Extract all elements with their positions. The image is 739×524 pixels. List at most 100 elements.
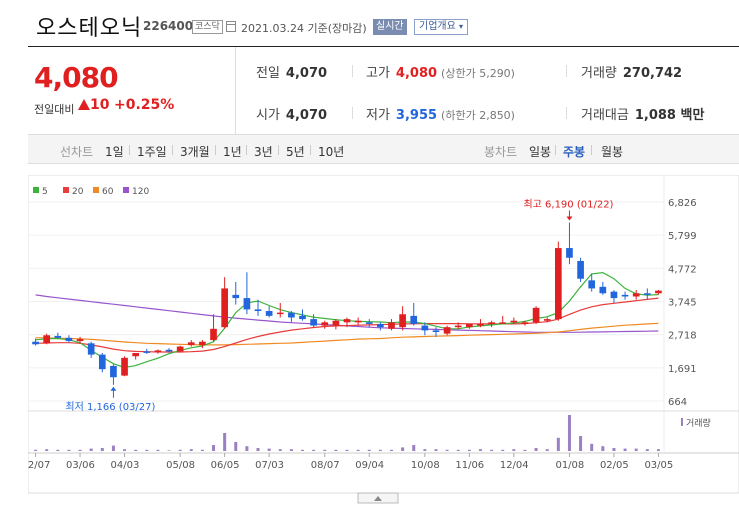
stat-high: 고가 4,080 (상한가 5,290)	[366, 62, 515, 81]
stat-label: 전일	[256, 66, 280, 81]
volume-bar	[612, 448, 616, 451]
stat-label: 거래대금	[581, 108, 629, 123]
reference-date: 2021.03.24 기준(장마감)	[241, 22, 367, 35]
x-tick-label: 06/05	[211, 460, 240, 471]
period-1y[interactable]: 1년	[223, 145, 242, 159]
volume-bar	[656, 449, 660, 451]
calendar-icon	[226, 21, 236, 32]
candle-body	[388, 322, 395, 329]
volume-bar	[534, 448, 538, 451]
volume-bar	[212, 445, 216, 451]
legend-swatch	[63, 187, 69, 193]
stat-open: 시가 4,070	[256, 104, 327, 123]
stat-sub: (하한가 2,850)	[441, 109, 515, 122]
candle-daily[interactable]: 일봉	[529, 145, 552, 159]
candle-body	[454, 325, 462, 328]
candle-body	[610, 291, 618, 299]
stats-divider	[28, 134, 739, 135]
x-tick-label: 11/06	[455, 460, 484, 471]
current-price: 4,080	[34, 61, 119, 94]
candle-body	[143, 351, 151, 353]
period-10y[interactable]: 10년	[318, 145, 345, 159]
change-label: 전일대비	[34, 103, 75, 116]
volume-bar	[634, 448, 638, 451]
divider	[566, 65, 567, 77]
stat-value: 4,070	[285, 66, 328, 81]
volume-bar	[478, 449, 482, 451]
change-value: 10	[90, 97, 110, 113]
volume-bar	[245, 446, 249, 451]
candle-body	[121, 357, 128, 376]
volume-bar	[323, 449, 327, 451]
volume-bar	[467, 449, 471, 451]
candle-chart-label: 봉차트	[484, 145, 518, 159]
period-1w[interactable]: 1주일	[137, 145, 167, 159]
candle-body	[410, 315, 418, 324]
period-3m[interactable]: 3개월	[180, 145, 210, 159]
stat-value: 4,080	[395, 66, 438, 81]
candle-body	[321, 322, 329, 326]
period-5y[interactable]: 5년	[286, 145, 305, 159]
y-tick-label: 664	[668, 397, 687, 408]
legend-label: 20	[72, 187, 84, 197]
candle-body	[510, 320, 518, 323]
divider	[566, 107, 567, 119]
candle-body	[165, 349, 173, 352]
period-bar: 선차트 1일 1주일 3개월 1년 3년 5년 10년 봉차트 일봉 주봉 월봉	[28, 135, 739, 164]
volume-bar	[234, 442, 238, 451]
price-chart[interactable]: 5 20 60 120 6,826 5,799 4,772 3,745 2,718 1,691 66…	[22, 174, 739, 520]
header-divider	[28, 46, 739, 47]
x-tick-label: 02/07	[28, 460, 50, 471]
y-tick-label: 5,799	[668, 231, 697, 242]
divider	[591, 145, 592, 155]
volume-bar	[278, 449, 282, 451]
volume-bar	[456, 449, 460, 451]
candle-body	[243, 298, 251, 310]
y-tick-label: 6,826	[668, 198, 697, 209]
candle-body	[554, 248, 562, 320]
legend-label: 5	[42, 187, 48, 197]
candle-weekly[interactable]: 주봉	[563, 145, 586, 159]
candle-body	[399, 314, 406, 328]
volume-bar	[145, 449, 149, 451]
volume-bar	[167, 450, 171, 451]
stats-panel: 전일 4,070 고가 4,080 (상한가 5,290) 거래량 270,742 시가…	[235, 47, 739, 134]
stat-value: 270,742	[622, 66, 683, 81]
y-tick-label: 2,718	[668, 331, 697, 342]
x-tick-label: 12/04	[500, 460, 529, 471]
candle-body	[310, 319, 317, 326]
volume-bar	[434, 449, 438, 451]
candle-body	[354, 320, 362, 323]
company-overview-dropdown[interactable]: 기업개요 ▾	[414, 19, 469, 35]
volume-bar	[267, 448, 271, 451]
low-annotation: 최저 1,166 (03/27)	[65, 401, 155, 413]
x-tick-label: 03/05	[644, 460, 673, 471]
candle-body	[599, 286, 607, 294]
volume-bar	[567, 415, 571, 451]
stat-prev-close: 전일 4,070	[256, 62, 327, 81]
candle-body	[132, 353, 140, 357]
volume-bar	[601, 446, 605, 451]
volume-bar	[623, 448, 627, 451]
volume-bar	[412, 445, 416, 451]
candle-body	[432, 330, 440, 333]
candle-body	[87, 343, 95, 355]
volume-bar	[256, 448, 260, 451]
legend-label: 60	[102, 187, 114, 197]
period-1d[interactable]: 1일	[105, 145, 124, 159]
candle-body	[377, 323, 384, 328]
candle-body	[65, 337, 73, 342]
candle-body	[521, 322, 529, 324]
candle-body	[98, 354, 106, 370]
realtime-button[interactable]: 실시간	[373, 19, 407, 35]
period-3y[interactable]: 3년	[254, 145, 273, 159]
x-tick-label: 04/03	[111, 460, 140, 471]
volume-bar	[590, 443, 594, 451]
chart-svg: 5 20 60 120 6,826 5,799 4,772 3,745 2,718 1,691 66…	[22, 174, 739, 504]
candle-monthly[interactable]: 월봉	[601, 145, 624, 159]
chevron-down-icon: ▾	[459, 22, 464, 31]
candle-body	[210, 328, 217, 341]
candle-body	[154, 350, 162, 352]
stat-amount: 거래대금 1,088 백만	[581, 104, 704, 123]
y-tick-label: 1,691	[668, 364, 697, 375]
